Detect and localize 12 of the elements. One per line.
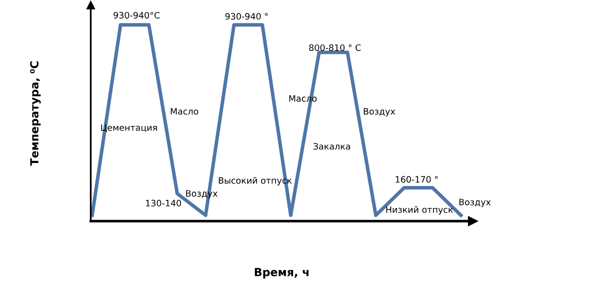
annotation: Закалка (313, 143, 350, 150)
annotation: 130-140 (146, 200, 182, 206)
text: 930-940 ° (225, 13, 268, 20)
annotation: Низкий отпуск (386, 206, 453, 215)
annotation: 160-170 ° (396, 176, 438, 183)
annotation: Воздух (459, 198, 491, 208)
x-axis-title: Время, ч (254, 268, 308, 278)
annotation: 800-810 ° C (309, 44, 361, 51)
y-axis-title: Температура, ⁰C (30, 61, 41, 166)
text: 930-940°C (114, 12, 160, 19)
annotation: Масло (170, 108, 198, 115)
annotation: Воздух (364, 108, 396, 116)
